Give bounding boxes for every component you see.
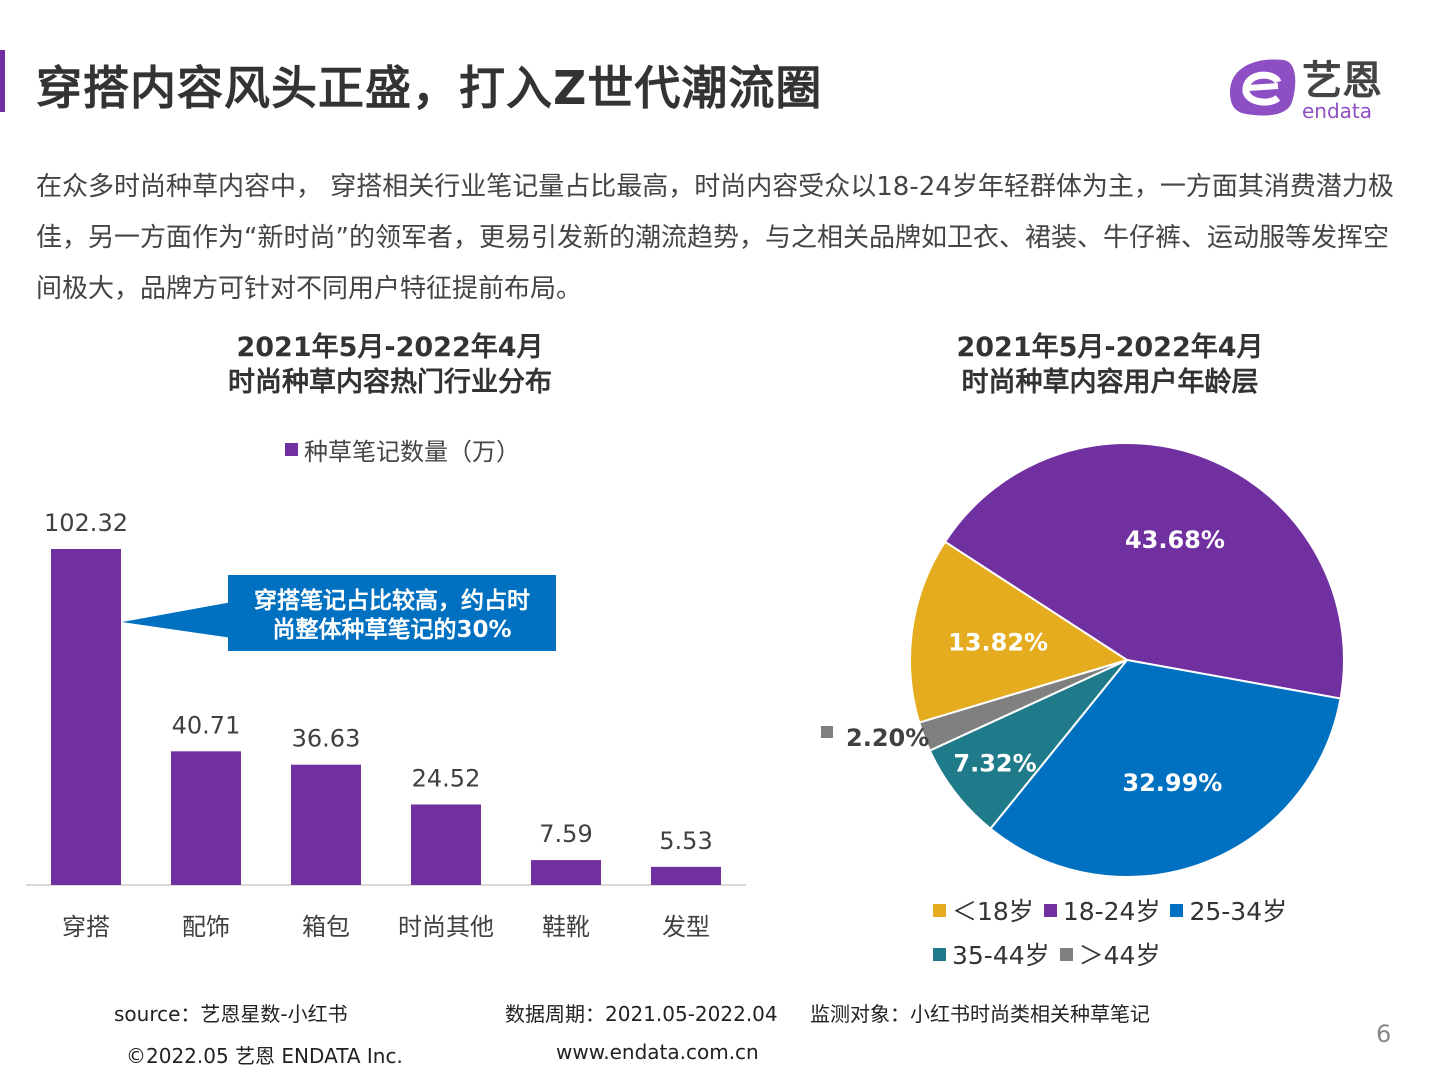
bar-title-line-1: 2021年5月-2022年4月 (236, 332, 544, 363)
page-title: 穿搭内容风头正盛，打入Z世代潮流圈 (36, 61, 823, 115)
footer-period: 数据周期：2021.05-2022.04 (505, 1002, 778, 1026)
footer-copyright: ©2022.05 艺恩 ENDATA Inc. (126, 1044, 403, 1068)
page-number: 6 (1376, 1020, 1392, 1048)
bar-chart: 102.32 穿搭 40.71 配饰 36.63 箱包 24.52 时尚其他 7.59 鞋靴 5.5… (26, 509, 746, 941)
legend-item: 35-44岁 (933, 932, 1050, 976)
x-tick-label: 时尚其他 (398, 913, 494, 941)
pie-value-label: 32.99% (1122, 769, 1222, 797)
footer-website[interactable]: www.endata.com.cn (556, 1040, 759, 1064)
annotation-text: 尚整体种草笔记的30% (272, 616, 511, 643)
legend-swatch (285, 443, 298, 456)
legend-item: 18-24岁 (1043, 888, 1161, 932)
bar-value-label: 40.71 (172, 711, 241, 739)
pie-chart-title: 2021年5月-2022年4月 时尚种草内容用户年龄层 (860, 330, 1360, 400)
x-tick-label: 发型 (662, 913, 710, 941)
pie-title-line-1: 2021年5月-2022年4月 (956, 332, 1264, 363)
bar-chart-title: 2021年5月-2022年4月 时尚种草内容热门行业分布 (140, 330, 640, 400)
pie-slice-0 (943, 442, 1345, 700)
pie-callout-swatch (821, 726, 833, 738)
legend-label: 25-34岁 (1189, 897, 1288, 926)
pie-slice-4 (909, 540, 1130, 724)
svg-text:endata: endata (1302, 99, 1372, 122)
legend-swatch (1170, 903, 1184, 917)
endata-logo: 艺恩 endata (1226, 52, 1406, 123)
bar-legend: 种草笔记数量（万） (285, 432, 520, 467)
bar-value-label: 5.53 (659, 827, 712, 855)
x-tick-label: 鞋靴 (542, 913, 590, 941)
x-tick-label: 箱包 (302, 913, 350, 941)
pie-value-label: 2.20% (846, 724, 929, 752)
legend-label: 18-24岁 (1062, 897, 1161, 926)
legend-label: 种草笔记数量（万） (304, 438, 520, 466)
bar-3 (411, 804, 481, 885)
annotation-pointer (122, 602, 232, 638)
legend-swatch (1043, 903, 1057, 917)
bar-1 (171, 751, 241, 885)
pie-title-line-2: 时尚种草内容用户年龄层 (961, 367, 1259, 398)
bar-value-label: 7.59 (539, 820, 592, 848)
bar-5 (651, 866, 721, 885)
legend-item: ＜18岁 (933, 888, 1034, 932)
legend-label: ＜18岁 (952, 897, 1034, 926)
svg-text:艺恩: 艺恩 (1302, 58, 1382, 104)
bar-4 (531, 860, 601, 885)
pie-slice-2 (928, 659, 1128, 831)
legend-item: ＞44岁 (1059, 932, 1161, 976)
title-accent-bar (0, 50, 5, 112)
legend-swatch (933, 947, 946, 961)
annotation-text: 穿搭笔记占比较高，约占时 (254, 587, 530, 614)
pie-slice-1 (989, 658, 1342, 878)
bar-0 (51, 549, 121, 885)
pie-chart: 43.68% 32.99% 7.32% 2.20% 13.82% (821, 442, 1345, 878)
legend-label: 35-44岁 (952, 941, 1050, 970)
legend-swatch (1059, 947, 1073, 961)
bar-value-label: 102.32 (44, 509, 128, 537)
x-tick-label: 穿搭 (62, 913, 110, 941)
pie-value-label: 13.82% (948, 629, 1048, 657)
intro-paragraph: 在众多时尚种草内容中， 穿搭相关行业笔记量占比最高，时尚内容受众以18-24岁年… (36, 172, 1394, 304)
annotation-box (228, 575, 556, 651)
footer-target: 监测对象：小红书时尚类相关种草笔记 (810, 1002, 1150, 1026)
x-tick-label: 配饰 (182, 913, 230, 941)
bar-value-label: 36.63 (292, 725, 361, 753)
bar-2 (291, 764, 361, 885)
legend-swatch (933, 903, 946, 917)
pie-value-label: 43.68% (1125, 526, 1225, 554)
footer-source: source：艺恩星数-小红书 (114, 1002, 348, 1026)
pie-value-label: 7.32% (953, 750, 1036, 778)
bar-value-label: 24.52 (412, 764, 481, 792)
legend-item: 25-34岁 (1170, 888, 1287, 932)
legend-label: ＞44岁 (1078, 941, 1161, 970)
bar-title-line-2: 时尚种草内容热门行业分布 (228, 367, 552, 398)
pie-legend: ＜18岁 18-24岁 25-34岁 35-44岁 ＞44岁 (933, 888, 1333, 976)
